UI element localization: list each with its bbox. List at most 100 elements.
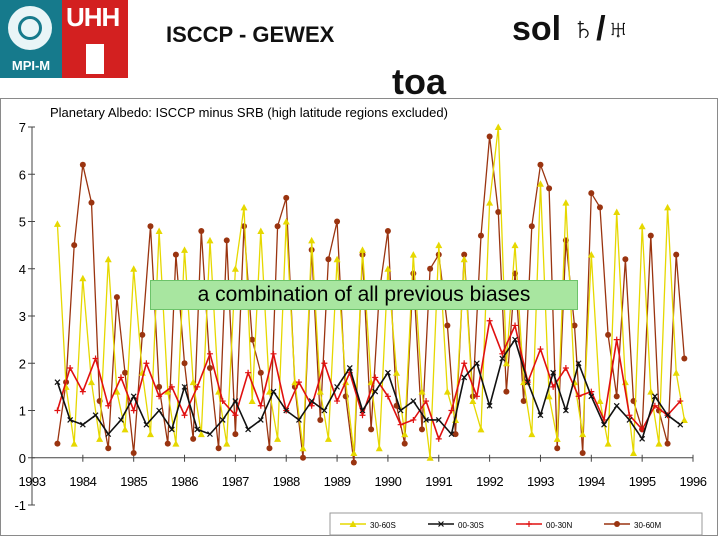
x-tick-label: 1996	[680, 474, 707, 489]
data-point	[545, 392, 553, 400]
legend-label: 00-30N	[546, 521, 572, 530]
data-point	[443, 388, 451, 395]
data-point	[79, 421, 86, 428]
uhh-logo-label: UHH	[66, 2, 120, 32]
data-point	[499, 350, 506, 357]
data-point	[613, 208, 621, 216]
data-point	[245, 426, 252, 433]
data-point	[139, 331, 146, 338]
slide-title-right-glyphs: ♄/♅	[570, 10, 632, 48]
data-point	[321, 407, 328, 414]
data-point	[189, 378, 197, 386]
data-point	[562, 364, 569, 371]
slide-header: MPI-M UHH ISCCP - GEWEX sol ♄/♅ toa	[0, 0, 720, 102]
data-point	[375, 444, 383, 452]
data-point	[321, 360, 328, 367]
data-point	[502, 359, 510, 367]
data-point	[240, 203, 248, 211]
data-point	[477, 425, 485, 433]
data-point	[219, 398, 226, 405]
data-point	[384, 393, 391, 400]
data-point	[448, 431, 455, 438]
data-point	[155, 227, 163, 234]
data-point	[575, 393, 582, 400]
data-point	[113, 388, 121, 395]
data-point	[299, 444, 307, 452]
data-point	[295, 379, 302, 386]
data-point	[334, 218, 341, 225]
data-point	[528, 430, 536, 438]
data-point	[232, 431, 239, 438]
x-tick-label: 1984	[69, 474, 96, 489]
data-point	[614, 521, 620, 527]
data-point	[664, 412, 671, 419]
data-point	[448, 407, 455, 414]
data-point	[630, 449, 638, 457]
data-point	[54, 379, 61, 386]
data-point	[308, 398, 315, 404]
data-point	[121, 425, 129, 433]
data-point	[426, 454, 434, 461]
data-point	[655, 440, 663, 447]
data-point	[130, 393, 137, 400]
data-point	[554, 445, 561, 452]
data-point	[622, 256, 629, 263]
x-tick-label: 1989	[324, 474, 351, 489]
data-point	[206, 364, 213, 371]
data-point	[511, 241, 519, 249]
data-point	[588, 393, 595, 400]
data-point	[680, 416, 688, 423]
slide-title-right: sol ♄/♅	[512, 10, 631, 49]
legend-label: 00-30S	[458, 521, 484, 530]
data-point	[503, 388, 510, 395]
data-point	[435, 241, 443, 249]
data-point	[206, 236, 214, 244]
data-point	[197, 430, 205, 438]
data-point	[257, 227, 265, 234]
data-point	[486, 317, 493, 324]
slide-title-right-text: sol	[512, 10, 571, 48]
data-point	[393, 369, 401, 376]
data-point	[270, 350, 277, 357]
data-point	[241, 223, 248, 230]
data-point	[359, 412, 366, 419]
data-point	[215, 445, 222, 452]
data-point	[248, 397, 256, 405]
data-point	[418, 426, 425, 433]
data-point	[613, 336, 620, 343]
data-point	[423, 417, 429, 423]
data-point	[499, 355, 506, 362]
data-point	[524, 379, 531, 386]
data-point	[579, 450, 586, 457]
data-point	[317, 416, 324, 423]
data-point	[219, 417, 226, 423]
data-point	[194, 383, 201, 390]
data-point	[486, 199, 494, 206]
data-point	[435, 417, 442, 423]
callout-note: a combination of all previous biases	[150, 280, 578, 310]
data-point	[647, 388, 655, 395]
data-point	[423, 398, 430, 405]
data-point	[334, 398, 341, 405]
data-point	[368, 426, 375, 433]
data-point	[461, 374, 468, 381]
x-tick-label: 1988	[273, 474, 300, 489]
data-point	[550, 369, 557, 376]
data-point	[117, 374, 124, 381]
data-point	[291, 378, 299, 386]
y-tick-label: 6	[19, 167, 26, 182]
data-point	[546, 185, 553, 192]
data-point	[79, 388, 86, 395]
data-point	[452, 431, 459, 438]
data-point	[397, 421, 404, 428]
data-point	[410, 270, 417, 277]
data-point	[444, 322, 451, 329]
data-point	[105, 402, 112, 409]
x-tick-label: 1994	[578, 474, 605, 489]
data-point	[164, 440, 171, 447]
data-point	[257, 402, 264, 409]
series-line	[56, 337, 681, 441]
data-point	[67, 417, 74, 423]
data-point	[372, 374, 379, 381]
y-tick-label: -1	[14, 498, 26, 513]
